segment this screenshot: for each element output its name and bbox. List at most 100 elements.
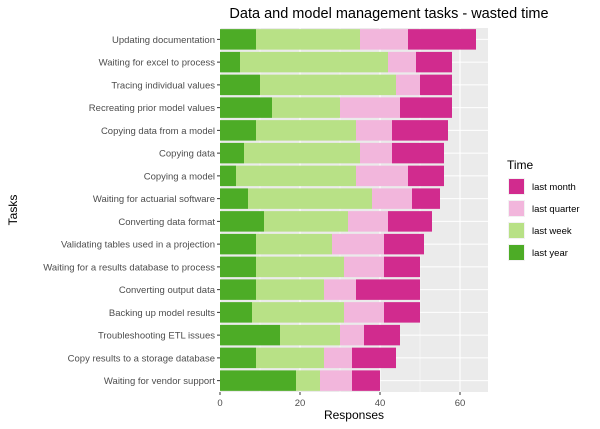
bar-segment [324,279,356,300]
bar-segment [416,51,452,73]
bar-segment [344,302,384,323]
bar-segment [220,188,248,209]
bar-segment [408,165,444,187]
category-label: Converting data format [118,217,215,228]
category-label: Copying data [159,149,216,160]
bar-segment [352,370,380,391]
category-label: Copy results to a storage database [68,353,215,364]
bar-segment [244,142,360,164]
bar-segment [372,188,412,209]
bar-segment [252,302,344,323]
legend-title: Time [507,158,534,172]
category-labels: Updating documentation Waiting for excel … [43,35,220,387]
category-label: Copying a model [144,171,215,182]
bar-segment [220,302,252,323]
legend-swatch [509,245,524,260]
bar-segment [280,324,340,346]
bar-segment [360,142,392,164]
bar-segment [256,347,324,369]
bar-segment [352,347,396,369]
bar-segment [220,211,264,232]
category-label: Troubleshooting ETL issues [98,331,215,342]
category-label: Waiting for excel to process [99,58,216,69]
x-tick-label: 20 [295,398,306,409]
bar-segment [340,324,364,346]
bar-segment [392,120,448,141]
legend-swatch [509,201,524,216]
category-label: Backing up model results [109,308,215,319]
bar-segment [320,370,352,391]
category-label: Waiting for a results database to proces… [43,262,215,273]
bar-segment [220,233,256,255]
bar-segment [344,256,384,278]
bar-segment [392,142,444,164]
bar-segment [332,233,384,255]
bar-segment [264,211,348,232]
bar-segment [396,74,420,96]
legend-label: last month [532,182,576,193]
bar-segment [348,211,388,232]
bar-segment [400,97,452,118]
bar-segment [340,97,400,118]
bar-segment [220,256,256,278]
bar-segment [388,51,416,73]
bar-segment [260,74,396,96]
bar-segment [420,74,452,96]
x-tick-label: 0 [217,398,222,409]
bars [220,29,476,391]
category-label: Converting output data [119,285,216,296]
bar-segment [256,233,332,255]
category-label: Updating documentation [112,35,215,46]
bar-segment [236,165,356,187]
category-label: Tracing individual values [111,80,215,91]
bar-segment [412,188,440,209]
bar-segment [356,120,392,141]
chart-title: Data and model management tasks - wasted… [229,6,548,22]
bar-segment [240,51,388,73]
x-axis-ticks: 0 20 40 60 [217,392,465,409]
bar-segment [220,165,236,187]
bar-segment [256,256,344,278]
category-label: Recreating prior model values [89,103,215,114]
bar-segment [364,324,400,346]
x-tick-label: 60 [455,398,466,409]
x-axis-title: Responses [324,408,384,422]
bar-segment [272,97,340,118]
x-tick-label: 40 [375,398,386,409]
legend: Time last month last quarter last week last… [507,158,580,261]
legend-label: last quarter [532,204,580,215]
category-label: Waiting for vendor support [104,376,215,387]
y-axis-title: Tasks [6,195,20,226]
bar-segment [220,51,240,73]
category-label: Copying data from a model [101,126,215,137]
bar-segment [248,188,372,209]
category-label: Validating tables used in a projection [61,240,215,251]
legend-swatch [509,223,524,238]
bar-segment [220,370,296,391]
bar-segment [220,120,256,141]
bar-segment [256,279,324,300]
bar-segment [220,347,256,369]
legend-swatch [509,179,524,194]
bar-segment [296,370,320,391]
bar-segment [220,74,260,96]
category-label: Waiting for actuarial software [93,194,215,205]
bar-segment [220,29,256,50]
bar-segment [256,29,360,50]
bar-segment [384,233,424,255]
bar-segment [356,165,408,187]
bar-segment [220,324,280,346]
bar-segment [256,120,356,141]
bar-segment [220,142,244,164]
legend-label: last week [532,226,572,237]
bar-segment [220,279,256,300]
bar-segment [384,256,420,278]
bar-segment [384,302,420,323]
bar-segment [220,97,272,118]
bar-segment [408,29,476,50]
bar-segment [388,211,432,232]
bar-segment [360,29,408,50]
bar-segment [356,279,420,300]
legend-label: last year [532,248,568,259]
